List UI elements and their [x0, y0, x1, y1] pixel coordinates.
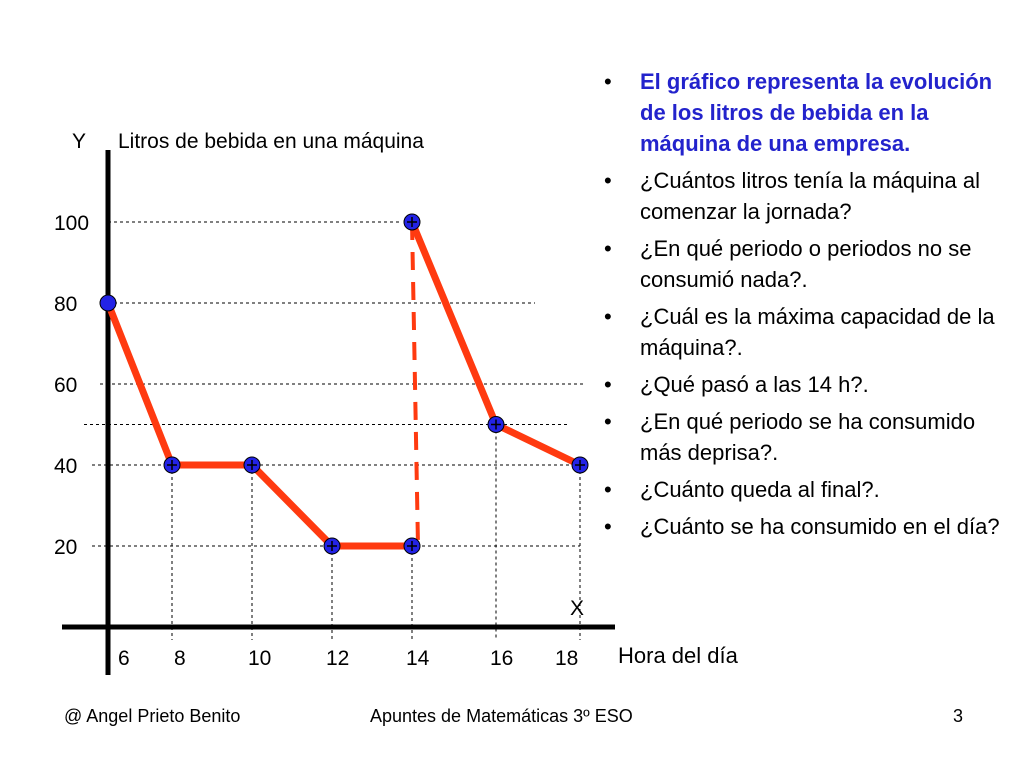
bullet-text: ¿Qué pasó a las 14 h?. — [640, 372, 869, 397]
bullet-glyph: • — [604, 372, 612, 397]
data-point — [99, 294, 117, 312]
y-tick-labels: 20 40 60 80 100 — [54, 212, 89, 559]
slide-footer: @ Angel Prieto Benito Apuntes de Matemát… — [0, 706, 1024, 732]
y-axis-name: Y — [72, 130, 86, 153]
bullet-glyph: • — [604, 477, 612, 502]
data-point — [403, 537, 421, 555]
line-chart: Y Litros de bebida en una máquina X Hora… — [54, 130, 615, 675]
bullet-text: ¿En qué periodo o periodos no se consumi… — [640, 236, 972, 292]
bullet-glyph: • — [604, 69, 612, 94]
bullet-glyph: • — [604, 236, 612, 261]
question-item: • ¿En qué periodo se ha consumido más dep… — [598, 406, 1008, 468]
bullet-glyph: • — [604, 304, 612, 329]
x-tick-label: 16 — [490, 647, 513, 670]
chart-title: Litros de bebida en una máquina — [118, 130, 424, 153]
data-point — [323, 537, 341, 555]
data-point — [487, 416, 505, 433]
y-tick-label: 60 — [54, 374, 77, 397]
data-point — [571, 456, 589, 474]
bullet-glyph: • — [604, 168, 612, 193]
intro-statement: • El gráfico representa la evolución de l… — [598, 66, 1008, 159]
x-tick-label: 12 — [326, 647, 349, 670]
bullet-glyph: • — [604, 514, 612, 539]
question-item: • ¿Cuál es la máxima capacidad de la máqu… — [598, 301, 1008, 363]
bullet-text: ¿Cuál es la máxima capacidad de la máqui… — [640, 304, 995, 360]
question-item: • ¿En qué periodo o periodos no se consum… — [598, 233, 1008, 295]
y-tick-label: 40 — [54, 455, 77, 478]
question-item: • ¿Cuántos litros tenía la máquina al com… — [598, 165, 1008, 227]
x-tick-label: 14 — [406, 647, 430, 670]
y-tick-label: 20 — [54, 536, 77, 559]
question-item: • ¿Qué pasó a las 14 h?. — [598, 369, 1008, 400]
data-point — [163, 456, 181, 474]
question-list: • El gráfico representa la evolución de l… — [598, 66, 1008, 548]
bullet-text: ¿Cuántos litros tenía la máquina al come… — [640, 168, 980, 224]
x-tick-label: 10 — [248, 647, 271, 670]
data-point — [403, 213, 421, 231]
bullet-text: ¿Cuánto queda al final?. — [640, 477, 880, 502]
data-point — [243, 456, 261, 474]
footer-author: @ Angel Prieto Benito — [64, 706, 241, 726]
bullet-text: El gráfico representa la evolución de lo… — [640, 69, 993, 156]
x-axis-title-label: Hora del día — [618, 643, 738, 668]
y-tick-label: 100 — [54, 212, 89, 235]
x-axis-short-name: X — [570, 597, 584, 620]
axes — [62, 150, 615, 675]
y-tick-label: 80 — [54, 293, 77, 316]
footer-page-number: 3 — [953, 706, 964, 726]
grid-lines — [84, 221, 585, 640]
bullet-glyph: • — [604, 409, 612, 434]
x-tick-label: 8 — [174, 647, 186, 670]
footer-course: Apuntes de Matemáticas 3º ESO — [370, 706, 633, 726]
refill-jump-line — [410, 221, 420, 547]
question-item: • ¿Cuánto queda al final?. — [598, 474, 1008, 505]
x-tick-labels: 6 8 10 12 14 16 18 — [118, 647, 578, 670]
bullet-text: ¿En qué periodo se ha consumido más depr… — [640, 409, 976, 465]
bullet-text: ¿Cuánto se ha consumido en el día? — [640, 514, 1000, 539]
x-tick-label: 18 — [555, 647, 578, 670]
x-tick-label: 6 — [118, 647, 130, 670]
data-points — [99, 213, 589, 555]
question-item: • ¿Cuánto se ha consumido en el día? — [598, 511, 1008, 542]
